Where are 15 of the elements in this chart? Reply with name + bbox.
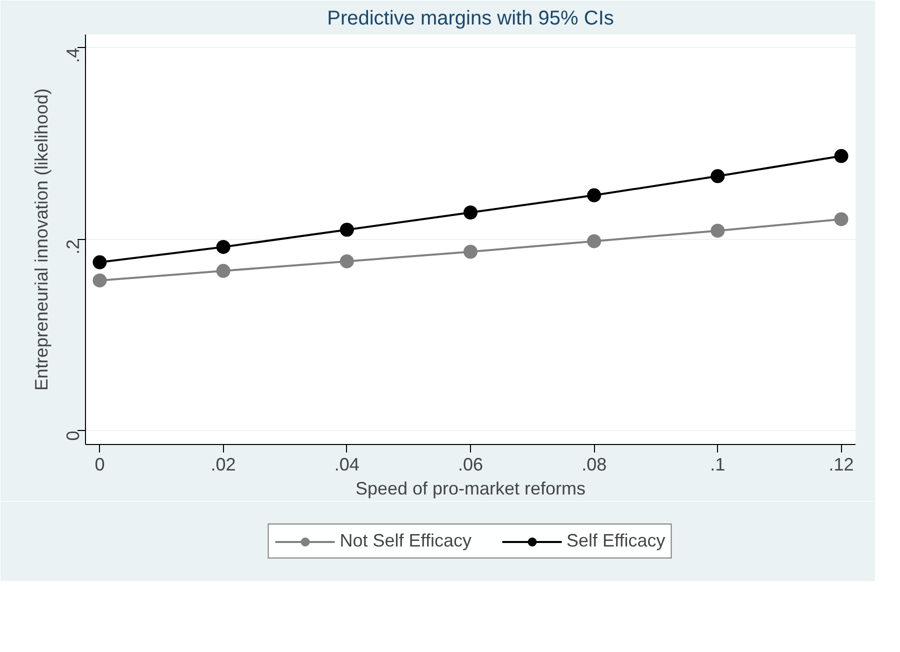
chart-title: Predictive margins with 95% CIs (327, 8, 614, 30)
x-tick-label: .08 (582, 454, 607, 474)
y-tick-label: .4 (63, 48, 83, 63)
legend-label: Self Efficacy (566, 530, 666, 552)
x-tick-label: .04 (334, 454, 360, 474)
legend-label: Not Self Efficacy (340, 530, 472, 552)
x-tick-label: .02 (210, 454, 236, 474)
x-tick-label: .06 (458, 454, 484, 474)
y-tick-label: .2 (63, 239, 83, 254)
y-tick-label: 0 (63, 430, 83, 441)
x-axis-title: Speed of pro-market reforms (355, 478, 586, 498)
x-tick-label: 0 (94, 454, 105, 474)
x-tick-label: .1 (710, 454, 726, 474)
x-tick-label: .12 (828, 454, 854, 474)
y-axis-title: Entrepreneurial innovation (likelihood) (32, 88, 52, 391)
